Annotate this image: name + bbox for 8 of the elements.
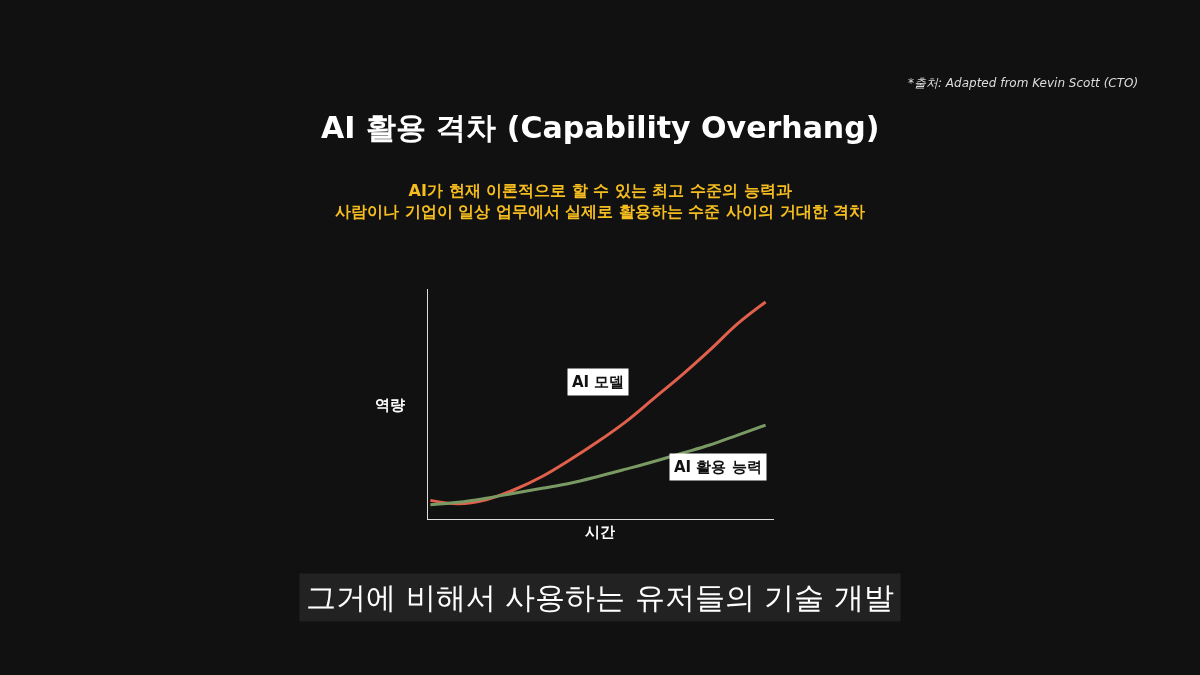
chart-subtitle: AI가 현재 이론적으로 할 수 있는 최고 수준의 능력과 사람이나 기업이 일상 업무에서 실제로 활용하는 수준 사이의 거대한 격차 [335, 181, 866, 221]
x-axis-title: 시간 [585, 523, 615, 541]
series-label: AI 모델 [572, 373, 625, 391]
series-label: AI 활용 능력 [674, 458, 762, 476]
chart-title: AI 활용 격차 (Capability Overhang) [321, 110, 880, 145]
y-axis-title: 역량 [375, 396, 405, 414]
text: 그거에 비해서 사용하는 유저들의 기술 개발 [306, 580, 894, 615]
text: *출처: Adapted from Kevin Scott (CTO) [908, 76, 1139, 90]
